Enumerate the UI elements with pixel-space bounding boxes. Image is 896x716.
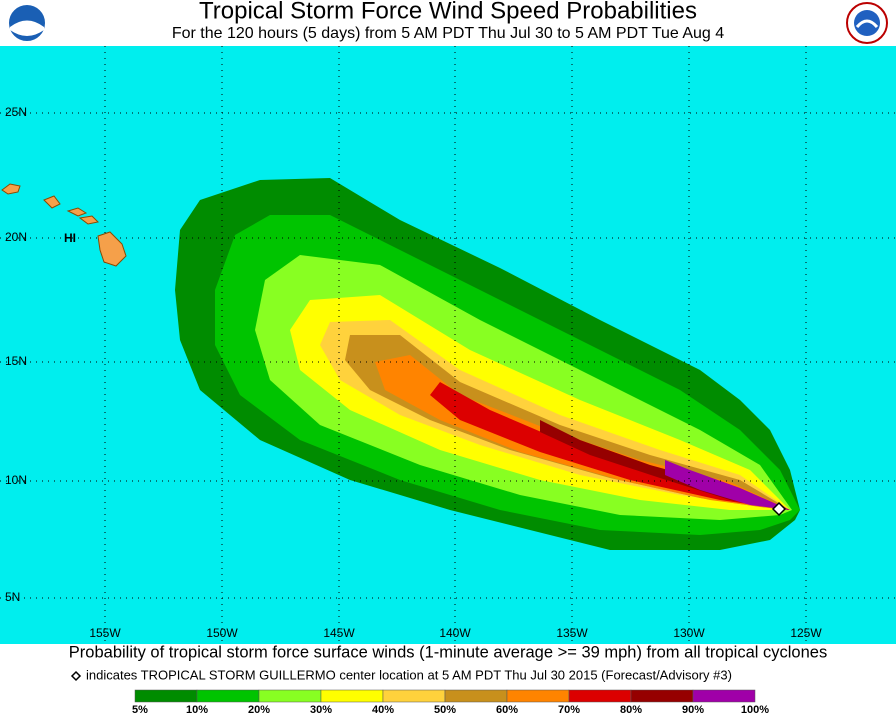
probability-band <box>665 460 790 510</box>
legend-swatch <box>382 689 446 703</box>
legend-label: 5% <box>132 704 148 716</box>
legend-label: 60% <box>496 704 518 716</box>
legend-swatch <box>196 689 260 703</box>
lon-label: 125W <box>790 626 822 640</box>
island <box>1 183 21 195</box>
lon-label: 140W <box>439 626 471 640</box>
legend-swatch <box>568 689 632 703</box>
lat-label: 10N <box>5 473 27 487</box>
logo-swoosh <box>855 19 879 29</box>
legend-label: 30% <box>310 704 332 716</box>
legend-label: 10% <box>186 704 208 716</box>
legend-swatch <box>506 689 570 703</box>
noaa-logo <box>7 3 47 43</box>
lat-label: 25N <box>5 105 27 119</box>
legend-label: 80% <box>620 704 642 716</box>
legend-swatch <box>258 689 322 703</box>
lat-label: 15N <box>5 354 27 368</box>
legend-swatch <box>630 689 694 703</box>
note-marker <box>70 670 82 682</box>
probability-contours <box>175 178 800 550</box>
graticule: 25N 20N 15N 10N 5N 155W 150W 145W 140W 135W 130W 12… <box>0 46 896 644</box>
lat-label: 5N <box>5 590 20 604</box>
lon-label: 130W <box>673 626 705 640</box>
legend-swatch <box>692 689 756 703</box>
legend-label: 70% <box>558 704 580 716</box>
lon-label: 150W <box>206 626 238 640</box>
legend-label: 90% <box>682 704 704 716</box>
legend-label: 20% <box>248 704 270 716</box>
lat-label: 20N <box>5 230 27 244</box>
legend-swatch <box>444 689 508 703</box>
place-label: HI <box>64 231 76 245</box>
legend-label: 50% <box>434 704 456 716</box>
logo-swoosh <box>10 20 44 36</box>
lon-label: 145W <box>323 626 355 640</box>
hawaii-islands <box>1 183 127 267</box>
logo-inner <box>854 10 880 36</box>
marker-note: indicates TROPICAL STORM GUILLERMO cente… <box>86 667 732 682</box>
nws-logo <box>846 2 888 44</box>
legend-swatch <box>134 689 198 703</box>
island <box>66 207 88 217</box>
caption: Probability of tropical storm force surf… <box>69 643 827 661</box>
storm-center <box>771 501 787 517</box>
legend: 5% 10% 20% 30% 40% 50% 60% 70% 80% 90% 100% <box>132 689 769 716</box>
storm-marker <box>771 501 787 517</box>
island <box>97 231 127 267</box>
legend-swatch <box>320 689 384 703</box>
legend-label: 40% <box>372 704 394 716</box>
title: Tropical Storm Force Wind Speed Probabil… <box>199 0 697 24</box>
island <box>78 215 100 225</box>
legend-label: 100% <box>741 704 769 716</box>
island <box>43 195 61 209</box>
subtitle: For the 120 hours (5 days) from 5 AM PDT… <box>172 25 724 42</box>
lon-label: 135W <box>556 626 588 640</box>
lon-label: 155W <box>89 626 121 640</box>
